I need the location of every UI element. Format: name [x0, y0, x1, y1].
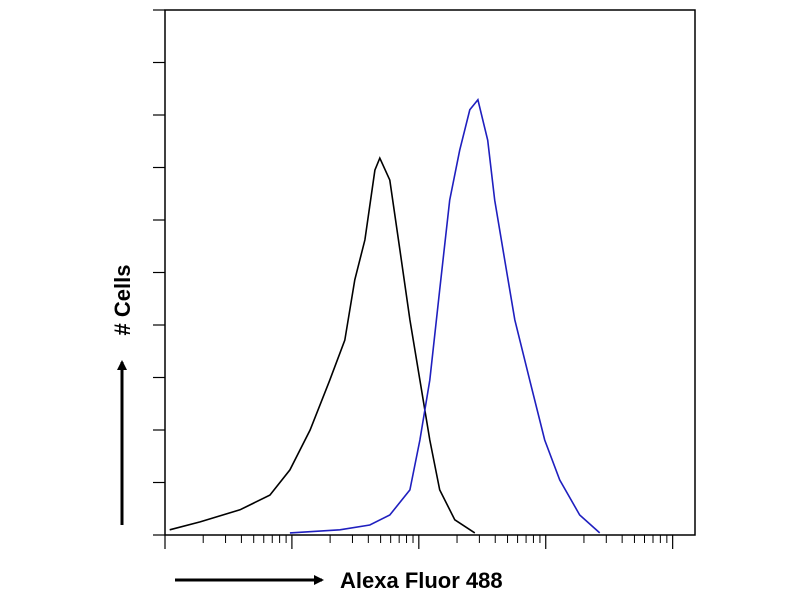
x-axis-label: Alexa Fluor 488 — [340, 568, 503, 593]
plot-frame — [164, 9, 696, 536]
histogram-line — [289, 98, 601, 534]
histogram-line — [169, 156, 476, 534]
y-axis-label: # Cells — [110, 265, 135, 336]
